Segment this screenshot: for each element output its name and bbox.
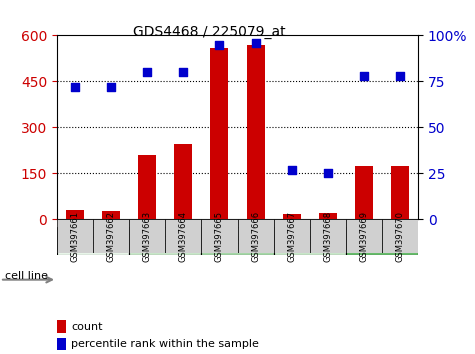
Bar [57, 320, 66, 333]
Text: GSM397666: GSM397666 [251, 211, 260, 262]
FancyBboxPatch shape [165, 219, 201, 253]
Text: LN229: LN229 [219, 236, 256, 246]
Bar [355, 166, 373, 219]
Bar [102, 211, 120, 219]
FancyBboxPatch shape [346, 219, 382, 253]
Point [143, 69, 151, 75]
Bar [283, 214, 301, 219]
Point [107, 84, 115, 90]
Text: GSM397669: GSM397669 [360, 211, 368, 262]
FancyBboxPatch shape [93, 219, 129, 253]
Text: GSM397663: GSM397663 [143, 211, 152, 262]
Text: percentile rank within the sample: percentile rank within the sample [71, 339, 259, 349]
FancyBboxPatch shape [274, 219, 310, 253]
Point [216, 42, 223, 47]
Text: GDS4468 / 225079_at: GDS4468 / 225079_at [133, 25, 285, 39]
Text: count: count [71, 322, 103, 332]
Bar [247, 45, 265, 219]
FancyBboxPatch shape [57, 227, 129, 255]
Bar [174, 144, 192, 219]
Text: GSM397670: GSM397670 [396, 211, 404, 262]
FancyBboxPatch shape [310, 219, 346, 253]
Bar [391, 166, 409, 219]
FancyBboxPatch shape [57, 219, 93, 253]
Bar [138, 155, 156, 219]
Point [360, 73, 368, 79]
Point [252, 40, 259, 46]
FancyBboxPatch shape [201, 219, 238, 253]
Text: LN018: LN018 [75, 236, 111, 246]
Text: GSM397664: GSM397664 [179, 211, 188, 262]
Point [324, 171, 332, 176]
Bar [319, 213, 337, 219]
Bar [210, 48, 228, 219]
Text: LN319: LN319 [292, 236, 328, 246]
Point [180, 69, 187, 75]
Text: GSM397662: GSM397662 [107, 211, 115, 262]
Text: GSM397665: GSM397665 [215, 211, 224, 262]
FancyBboxPatch shape [274, 227, 346, 255]
Text: LN215: LN215 [147, 236, 183, 246]
Text: GSM397661: GSM397661 [71, 211, 79, 262]
Bar [66, 210, 84, 219]
FancyBboxPatch shape [129, 219, 165, 253]
FancyBboxPatch shape [129, 227, 201, 255]
FancyBboxPatch shape [238, 219, 274, 253]
Point [396, 73, 404, 79]
FancyBboxPatch shape [382, 219, 418, 253]
Bar [57, 338, 66, 350]
Text: GSM397667: GSM397667 [287, 211, 296, 262]
Text: GSM397668: GSM397668 [323, 211, 332, 262]
FancyBboxPatch shape [346, 227, 418, 255]
Text: BS149: BS149 [364, 236, 400, 246]
Point [71, 84, 79, 90]
Text: cell line: cell line [5, 271, 48, 281]
FancyBboxPatch shape [201, 227, 274, 255]
Point [288, 167, 295, 173]
